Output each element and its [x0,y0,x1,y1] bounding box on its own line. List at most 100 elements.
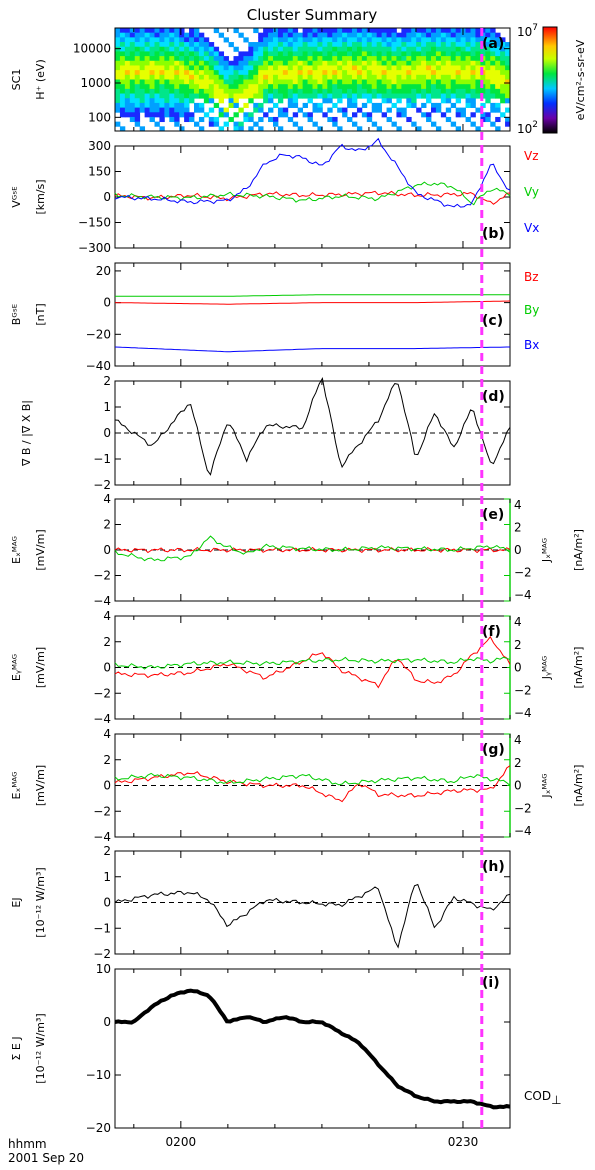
heatmap-cell [233,46,239,52]
heatmap-cell [139,56,146,62]
heatmap-cell [356,42,363,48]
heatmap-cell [277,60,284,66]
colorbar: 107 102 eV/cm²-s-sr-eV [517,23,587,136]
heatmap-cell [198,126,205,132]
heatmap-cell [228,116,234,123]
heatmap-cell [208,60,215,66]
heatmap-cell [406,70,412,76]
heatmap-cell [164,60,170,66]
ylabel-line1: SC1 [10,69,23,91]
heatmap-cell [470,28,476,34]
heatmap-cell [470,51,476,57]
heatmap-cell [411,65,417,71]
heatmap-cell [124,88,131,94]
heatmap-cell [213,88,220,94]
heatmap-cell [322,93,328,99]
heatmap-cell [115,46,121,52]
heatmap-cell [243,70,249,76]
heatmap-cell [426,88,432,94]
heatmap-cell [480,46,486,52]
heatmap-cell [263,28,269,34]
heatmap-cell [243,88,249,94]
heatmap-cell [396,51,402,57]
heatmap-cell [184,56,190,62]
heatmap-cell [297,88,304,94]
heatmap-cell [485,112,491,118]
heatmap-cell [411,42,417,48]
heatmap-cell [312,102,318,108]
heatmap-cell [366,56,373,62]
heatmap-cell [332,60,338,66]
heatmap-cell [426,112,432,118]
right-tick-label: −4 [514,588,532,602]
heatmap-cell [263,84,269,90]
heatmap-cell [475,126,481,132]
heatmap-cell [203,79,210,85]
heatmap-cell [450,28,457,34]
heatmap-cell [322,37,328,43]
heatmap-cell [396,112,402,118]
heatmap-cell [194,51,200,57]
heatmap-cell [426,37,432,43]
heatmap-cell [292,88,299,94]
heatmap-cell [297,56,304,62]
heatmap-cell [421,93,427,99]
heatmap-cell [223,65,229,71]
heatmap-cell [356,37,363,43]
panel-label-a: (a) [482,36,504,52]
heatmap-cell [495,107,501,113]
heatmap-cell [302,70,308,76]
heatmap-cell [337,51,343,57]
heatmap-cell [144,32,150,38]
heatmap-cell [144,37,150,43]
heatmap-cell [253,51,259,57]
heatmap-cell [287,42,294,48]
heatmap-cell [287,74,294,80]
heatmap-cell [505,79,511,85]
heatmap-cell [253,102,259,108]
heatmap-cell [460,51,466,57]
heatmap-cell [273,60,279,66]
heatmap-cell [312,32,318,38]
heatmap-cell [223,84,229,90]
heatmap-cell [292,74,299,80]
heatmap-cell [203,84,210,90]
heatmap-cell [282,42,289,48]
heatmap-cell [154,32,160,38]
heatmap-cell [312,51,318,57]
heatmap-cell [282,88,289,94]
heatmap-cell [361,28,368,34]
heatmap-cell [470,60,476,66]
heatmap-cell [184,42,190,48]
right-tick-label: −2 [514,683,532,697]
heatmap-cell [189,88,195,94]
heatmap-cell [396,60,402,66]
heatmap-cell [327,46,333,52]
y-tick-label: −4 [93,830,111,844]
heatmap-cell [352,42,358,48]
heatmap-cell [342,79,348,85]
heatmap-cell [213,74,220,80]
heatmap-cell [277,37,284,43]
heatmap-cell [327,37,333,43]
heatmap-cell [144,93,150,99]
heatmap-cell [421,112,427,118]
heatmap-cell [495,88,501,94]
heatmap-cell [421,56,427,62]
heatmap-cell [194,70,200,76]
heatmap-cell [198,88,205,94]
heatmap-cell [485,32,491,38]
heatmap-cell [356,32,363,38]
heatmap-cell [179,93,185,99]
heatmap-cell [505,116,511,123]
heatmap-cell [213,84,220,90]
heatmap-cell [381,84,387,90]
heatmap-cell [401,74,407,80]
heatmap-cell [139,98,146,104]
heatmap-cell [198,60,205,66]
right-tick-label: 2 [514,638,522,652]
heatmap-cell [401,70,407,76]
heatmap-cell [253,46,259,52]
